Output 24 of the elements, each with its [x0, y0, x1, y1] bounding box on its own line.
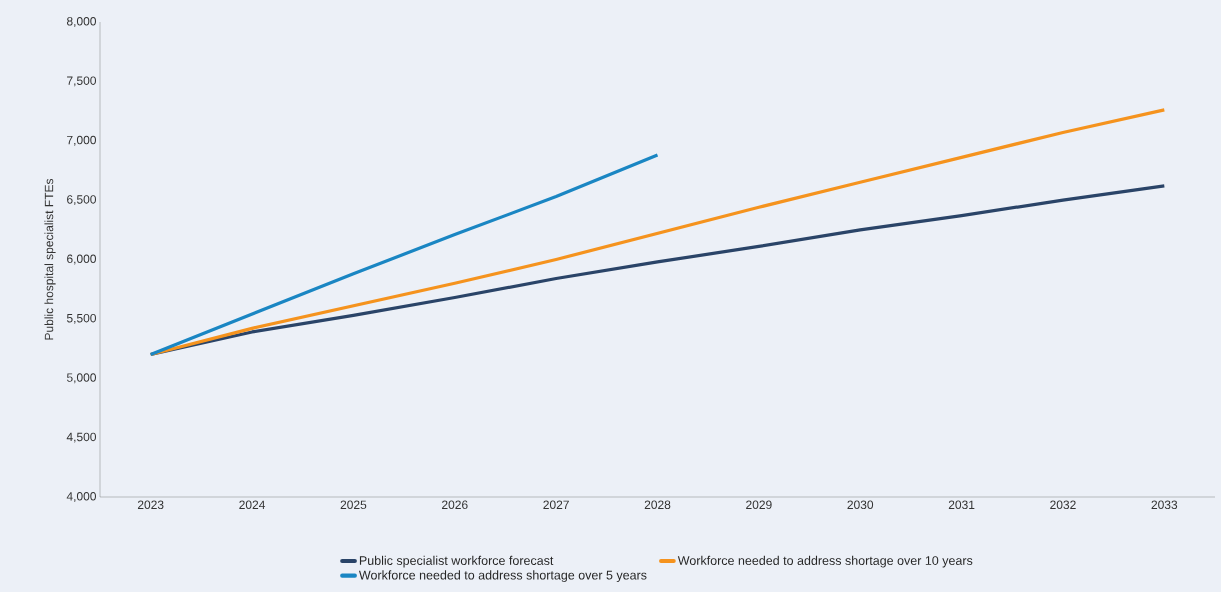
y-tick-label: 6,500: [67, 195, 97, 206]
x-tick-label: 2032: [1050, 500, 1076, 510]
x-tick-label: 2025: [340, 500, 367, 510]
x-tick-label: 2029: [746, 500, 772, 510]
x-tick-label: 2031: [948, 500, 975, 510]
y-tick-label: 5,500: [66, 313, 97, 324]
y-axis-title: Public hospital specialist FTEs: [44, 178, 56, 340]
y-tick-label: 5,000: [66, 373, 97, 384]
y-tick-label: 4,000: [66, 492, 97, 502]
x-tick-label: 2026: [442, 500, 468, 510]
y-tick-label: 7,000: [67, 135, 97, 146]
legend-label: Workforce needed to address shortage over 5 years: [358, 570, 647, 582]
x-tick-label: 2027: [543, 500, 569, 510]
x-tick-label: 2024: [239, 500, 266, 510]
y-tick-label: 7,500: [67, 76, 97, 87]
y-tick-label: 4,500: [66, 432, 97, 443]
y-tick-label: 6,000: [67, 254, 97, 265]
x-tick-label: 2030: [847, 500, 874, 510]
x-tick-label: 2033: [1151, 500, 1178, 510]
y-tick-label: 8,000: [66, 17, 97, 27]
legend-label: Public specialist workforce forecast: [359, 555, 554, 568]
x-tick-label: 2023: [137, 500, 164, 510]
x-tick-label: 2028: [644, 500, 671, 510]
legend-label: Workforce needed to address shortage over 10 years: [677, 555, 973, 568]
